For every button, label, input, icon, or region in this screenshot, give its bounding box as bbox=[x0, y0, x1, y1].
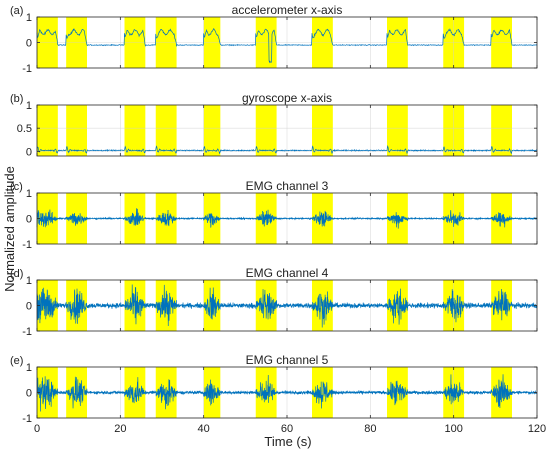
y-tick-label: 0 bbox=[26, 301, 32, 313]
panel-2: -1 0 1(c) EMG channel 3 bbox=[10, 179, 538, 251]
panel-label: (c) bbox=[10, 181, 23, 193]
y-axis-label: Normalized amplitude bbox=[2, 166, 17, 292]
panel-0: -1 0 1(a) accelerometer x-axis bbox=[10, 3, 538, 75]
panel-label: (a) bbox=[10, 5, 23, 17]
y-tick-label: -1 bbox=[22, 63, 32, 75]
highlight-interval bbox=[491, 105, 512, 156]
panel-title: EMG channel 4 bbox=[246, 266, 329, 280]
y-tick-label: 0 bbox=[26, 146, 32, 158]
y-tick-label: 1 bbox=[26, 362, 32, 374]
x-tick-label: 60 bbox=[281, 423, 293, 435]
highlight-interval bbox=[387, 105, 408, 156]
signal-line bbox=[36, 284, 538, 328]
panel-label: (e) bbox=[10, 355, 23, 367]
panel-label: (d) bbox=[10, 268, 23, 280]
x-axis-label: Time (s) bbox=[264, 434, 311, 449]
panel-title: EMG channel 3 bbox=[246, 179, 329, 193]
panel-title: accelerometer x-axis bbox=[232, 3, 343, 17]
y-tick-label: 0 bbox=[26, 38, 32, 50]
signal-line bbox=[36, 374, 538, 412]
signal-line bbox=[36, 208, 538, 229]
y-tick-label: 1 bbox=[26, 12, 32, 24]
highlight-interval bbox=[312, 105, 333, 156]
y-tick-label: 1 bbox=[26, 188, 32, 200]
y-tick-label: 1 bbox=[26, 100, 32, 112]
x-tick-label: 40 bbox=[198, 423, 210, 435]
y-tick-label: 0 bbox=[26, 214, 32, 226]
y-tick-label: -1 bbox=[22, 413, 32, 425]
highlight-interval bbox=[155, 105, 177, 156]
panel-title: EMG channel 5 bbox=[246, 353, 329, 367]
y-tick-label: 0.5 bbox=[17, 123, 32, 135]
x-tick-label: 0 bbox=[34, 423, 40, 435]
highlight-interval bbox=[37, 105, 58, 156]
highlight-interval bbox=[255, 105, 277, 156]
signal-line bbox=[36, 27, 538, 64]
highlight-interval bbox=[203, 105, 221, 156]
highlight-interval bbox=[124, 105, 146, 156]
y-tick-label: -1 bbox=[22, 326, 32, 338]
x-tick-label: 120 bbox=[528, 423, 546, 435]
highlight-interval bbox=[66, 105, 87, 156]
signal-line bbox=[36, 145, 538, 155]
panel-label: (b) bbox=[10, 93, 23, 105]
x-tick-label: 80 bbox=[364, 423, 376, 435]
y-tick-label: 0 bbox=[26, 388, 32, 400]
panel-3: -1 0 1(d) EMG channel 4 bbox=[10, 266, 538, 338]
x-tick-label: 20 bbox=[114, 423, 126, 435]
y-tick-label: -1 bbox=[22, 239, 32, 251]
x-tick-label: 100 bbox=[444, 423, 462, 435]
panel-title: gyroscope x-axis bbox=[242, 91, 332, 105]
panel-1: 0 0.5 1(b) gyroscope x-axis bbox=[10, 91, 538, 158]
y-tick-label: 1 bbox=[26, 275, 32, 287]
